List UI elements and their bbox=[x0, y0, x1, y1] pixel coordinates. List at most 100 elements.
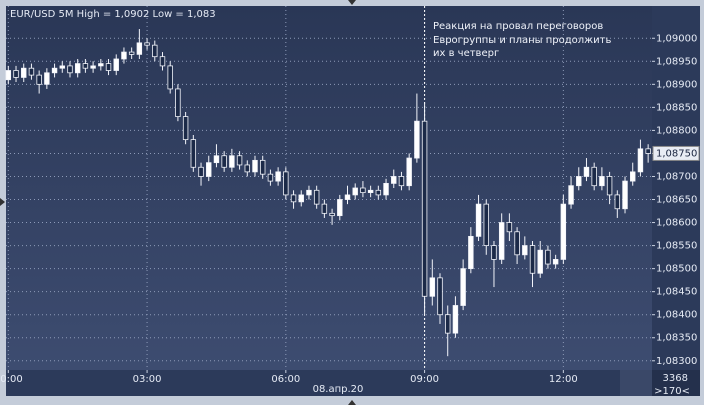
candle-body bbox=[5, 70, 12, 81]
candle-body bbox=[44, 72, 50, 85]
candle-body bbox=[406, 157, 412, 187]
candle-body bbox=[568, 185, 574, 205]
candle-body bbox=[244, 164, 250, 173]
candle-body bbox=[545, 249, 551, 265]
candle-body bbox=[360, 187, 366, 194]
candle-body bbox=[321, 203, 328, 214]
candle-body bbox=[514, 231, 520, 256]
corner-label: >170< bbox=[654, 386, 690, 397]
candle-body bbox=[221, 155, 227, 168]
candle-body bbox=[206, 162, 212, 177]
candle-body bbox=[591, 166, 597, 187]
candle-body bbox=[190, 139, 197, 168]
candle-body bbox=[630, 171, 636, 182]
candle-body bbox=[213, 155, 220, 164]
candle-body bbox=[398, 176, 405, 187]
candle-body bbox=[421, 120, 428, 297]
candle-body bbox=[90, 65, 96, 69]
candle-body bbox=[236, 155, 243, 166]
y-tick-label: 1,09000 bbox=[656, 33, 697, 44]
candle-body bbox=[375, 189, 382, 196]
candle-body bbox=[437, 277, 443, 316]
chart-title: EUR/USD 5M High = 1,0902 Low = 1,083 bbox=[10, 9, 216, 20]
candle-body bbox=[452, 305, 459, 334]
annotation: их в четверг bbox=[433, 48, 499, 59]
y-tick-label: 1,08600 bbox=[656, 218, 697, 229]
annotation: Реакция на провал переговоров bbox=[433, 21, 603, 32]
candle-body bbox=[352, 187, 358, 196]
y-tick-label: 1,08900 bbox=[656, 79, 697, 90]
candle-body bbox=[622, 180, 628, 210]
x-tick-label: 06:00 bbox=[271, 374, 300, 385]
candle-body bbox=[468, 235, 474, 270]
top-marker bbox=[348, 0, 356, 5]
candle-body bbox=[98, 63, 104, 67]
candle-body bbox=[522, 245, 528, 256]
candle-body bbox=[429, 277, 436, 297]
y-tick-label: 1,08950 bbox=[656, 56, 697, 67]
candle-body bbox=[483, 203, 489, 246]
candle-body bbox=[59, 65, 65, 69]
candle-body bbox=[313, 189, 320, 205]
last-price-badge bbox=[652, 145, 700, 161]
price-axis bbox=[652, 6, 700, 370]
x-tick-label: 00:00 bbox=[0, 374, 23, 385]
y-tick-label: 1,08550 bbox=[656, 241, 697, 252]
candle-body bbox=[105, 63, 112, 71]
candle-body bbox=[367, 189, 374, 194]
candle-body bbox=[606, 176, 613, 196]
y-tick-label: 1,08650 bbox=[656, 195, 697, 206]
x-tick-label: 03:00 bbox=[133, 374, 162, 385]
candle-body bbox=[614, 194, 621, 210]
annotation: Еврогруппы и планы продолжить bbox=[433, 35, 611, 46]
y-tick-label: 1,08300 bbox=[656, 356, 697, 367]
x-tick-label: 09:00 bbox=[410, 374, 439, 385]
candle-body bbox=[121, 51, 127, 60]
candle-body bbox=[560, 203, 567, 260]
candle-body bbox=[552, 259, 559, 265]
candle-body bbox=[198, 166, 204, 177]
candle-body bbox=[21, 67, 27, 78]
candle-body bbox=[144, 42, 150, 46]
corner-box bbox=[652, 370, 700, 396]
candle-body bbox=[290, 194, 297, 203]
candle-body bbox=[175, 88, 181, 117]
candle-body bbox=[491, 245, 497, 260]
candle-body bbox=[36, 74, 42, 85]
candle-body bbox=[159, 56, 166, 67]
candle-body bbox=[136, 42, 143, 55]
candle-body bbox=[113, 58, 119, 71]
candle-body bbox=[229, 155, 235, 168]
bottom-marker bbox=[348, 400, 356, 405]
candle-body bbox=[259, 159, 266, 175]
candle-body bbox=[182, 116, 189, 141]
candle-body bbox=[460, 268, 466, 306]
y-tick-label: 1,08350 bbox=[656, 333, 697, 344]
last-price-label: 1,08750 bbox=[656, 148, 697, 159]
y-tick-label: 1,08400 bbox=[656, 310, 697, 321]
candle-body bbox=[267, 173, 274, 182]
candle-body bbox=[13, 70, 19, 78]
time-axis bbox=[6, 370, 652, 396]
candle-body bbox=[337, 199, 343, 217]
candle-body bbox=[498, 222, 505, 260]
candle-body bbox=[82, 63, 89, 69]
candle-body bbox=[283, 171, 289, 196]
date-label: 08.апр.20 bbox=[313, 384, 364, 395]
plot-area bbox=[6, 6, 652, 370]
candle-body bbox=[298, 194, 304, 203]
candle-body bbox=[506, 222, 513, 233]
candle-body bbox=[445, 314, 451, 334]
candle-body bbox=[344, 194, 351, 200]
candle-body bbox=[637, 148, 644, 173]
candle-body bbox=[645, 148, 651, 154]
y-tick-label: 1,08500 bbox=[656, 264, 697, 275]
candle-body bbox=[67, 65, 73, 74]
candle-body bbox=[152, 44, 158, 58]
candle-body bbox=[51, 67, 58, 74]
candle-body bbox=[329, 212, 335, 217]
corner-label: 3368 bbox=[663, 373, 688, 384]
candle-body bbox=[529, 245, 536, 274]
candle-body bbox=[576, 176, 582, 187]
